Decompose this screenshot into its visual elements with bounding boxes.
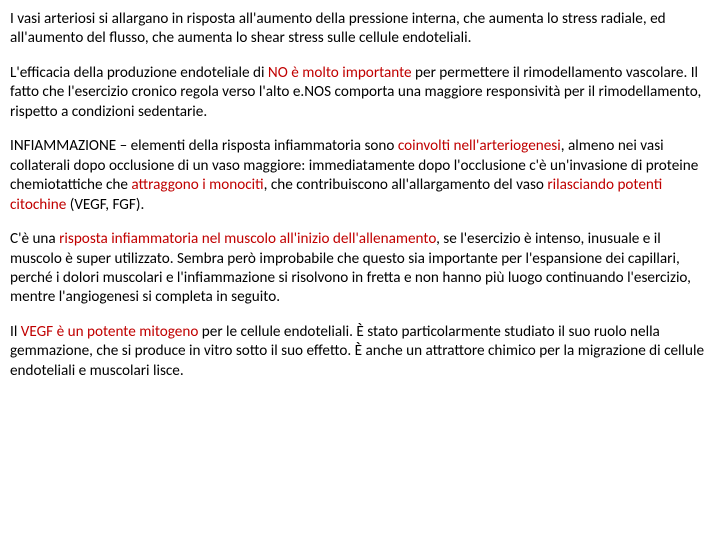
highlight-text: risposta infiammatoria nel muscolo all'i… [59, 230, 436, 248]
text: INFIAMMAZIONE – elementi della risposta … [10, 137, 398, 155]
paragraph-1: I vasi arteriosi si allargano in rispost… [10, 10, 708, 49]
highlight-text: VEGF è un potente mitogeno [21, 323, 199, 341]
document-body: I vasi arteriosi si allargano in rispost… [0, 0, 720, 391]
paragraph-3: INFIAMMAZIONE – elementi della risposta … [10, 137, 708, 215]
text: Il [10, 323, 21, 341]
paragraph-4: C'è una risposta infiammatoria nel musco… [10, 230, 708, 308]
text: L'efficacia della produzione endoteliale… [10, 64, 268, 82]
paragraph-2: L'efficacia della produzione endoteliale… [10, 64, 708, 122]
paragraph-5: Il VEGF è un potente mitogeno per le cel… [10, 323, 708, 381]
text: C'è una [10, 230, 59, 248]
highlight-text: NO è molto importante [268, 64, 412, 82]
text: (VEGF, FGF). [66, 196, 144, 214]
text: , che contribuiscono all'allargamento de… [264, 176, 548, 194]
highlight-text: coinvolti nell'arteriogenesi [398, 137, 561, 155]
highlight-text: attraggono i monociti [131, 176, 263, 194]
text: I vasi arteriosi si allargano in rispost… [10, 10, 666, 47]
